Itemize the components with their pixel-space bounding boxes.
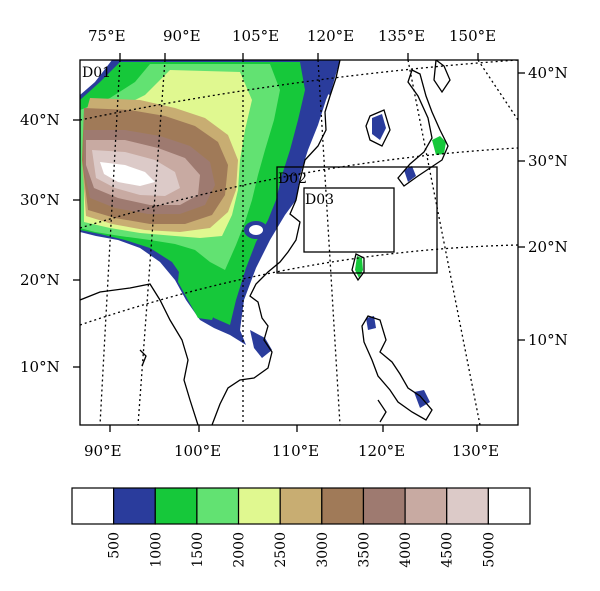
colorbar-tick-label: 4500: [440, 532, 456, 568]
colorbar: 500 1000 1500 2000 2500 3000 3500 4000 4500 5000: [71, 487, 531, 568]
top-lon-label: 75°E: [88, 27, 126, 45]
map-panel: D01 D02 D03: [79, 59, 519, 426]
terrain-japan: [432, 136, 446, 155]
left-lat-label: 20°N: [20, 271, 60, 289]
bottom-lon-label: 120°E: [358, 442, 405, 460]
colorbar-tick-label: 1500: [190, 532, 206, 568]
colorbar-tick-label: 4000: [398, 532, 414, 568]
domain-d02-label: D02: [278, 171, 307, 187]
terrain-indochina-blue: [250, 330, 272, 358]
domain-d01-label: D01: [82, 65, 111, 81]
domain-d03-label: D03: [305, 192, 334, 208]
top-lon-labels: 75°E 90°E 105°E 120°E 135°E 150°E: [88, 27, 496, 45]
left-lat-label: 40°N: [20, 111, 60, 129]
colorbar-swatch: [154, 487, 198, 525]
left-lat-label: 10°N: [20, 358, 60, 376]
right-lat-label: 40°N: [528, 64, 568, 82]
colorbar-swatch: [321, 487, 365, 525]
colorbar-swatch: [404, 487, 448, 525]
bottom-lon-label: 100°E: [174, 442, 221, 460]
colorbar-swatch: [362, 487, 406, 525]
colorbar-tick-label: 500: [107, 532, 123, 559]
colorbar-tick-label: 3000: [315, 532, 331, 568]
colorbar-swatch: [487, 487, 531, 525]
right-lat-label: 20°N: [528, 238, 568, 256]
colorbar-tick-label: 3500: [356, 532, 372, 568]
bottom-lon-labels: 90°E 100°E 110°E 120°E 130°E: [84, 442, 499, 460]
colorbar-tick-label: 5000: [481, 532, 497, 568]
colorbar-tick-label: 2500: [273, 532, 289, 568]
colorbar-swatch: [279, 487, 323, 525]
domain-d03-box: [303, 187, 395, 253]
coastlines: [80, 60, 451, 425]
terrain-philippines: [366, 316, 376, 330]
colorbar-swatch: [446, 487, 489, 525]
terrain-layer: [80, 60, 451, 425]
sichuan-basin-core: [249, 225, 263, 235]
colorbar-tick-label: 1000: [148, 532, 164, 568]
left-lat-labels: 40°N 30°N 20°N 10°N: [20, 111, 60, 376]
domain-d02-box: [276, 166, 438, 274]
bottom-lon-label: 110°E: [272, 442, 319, 460]
terrain-japan-2: [404, 166, 416, 182]
colorbar-swatch: [196, 487, 240, 525]
top-lon-label: 120°E: [307, 27, 354, 45]
right-lat-labels: 40°N 30°N 20°N 10°N: [528, 64, 568, 349]
colorbar-swatch: [237, 487, 281, 525]
terrain-band-peak: [100, 162, 155, 186]
terrain-korea: [372, 114, 386, 140]
colorbar-swatch: [113, 487, 156, 525]
bottom-lon-label: 90°E: [84, 442, 122, 460]
domain-boxes: [276, 166, 438, 274]
colorbar-tick-label: 2000: [232, 532, 248, 568]
map-frame: [79, 59, 519, 426]
bottom-lon-ticks: [109, 425, 478, 432]
colorbar-swatch: [71, 487, 115, 525]
top-lon-ticks: [119, 53, 479, 60]
top-lon-label: 150°E: [449, 27, 496, 45]
right-lat-ticks: [518, 72, 525, 341]
top-lon-label: 105°E: [232, 27, 279, 45]
right-lat-label: 10°N: [528, 331, 568, 349]
graticule: [80, 60, 518, 425]
right-lat-label: 30°N: [528, 152, 568, 170]
terrain-indochina: [178, 260, 220, 320]
left-lat-label: 30°N: [20, 191, 60, 209]
terrain-band-blue-east: [296, 60, 340, 95]
top-lon-label: 135°E: [378, 27, 425, 45]
top-lon-label: 90°E: [163, 27, 201, 45]
left-lat-ticks: [73, 119, 80, 368]
bottom-lon-label: 130°E: [452, 442, 499, 460]
